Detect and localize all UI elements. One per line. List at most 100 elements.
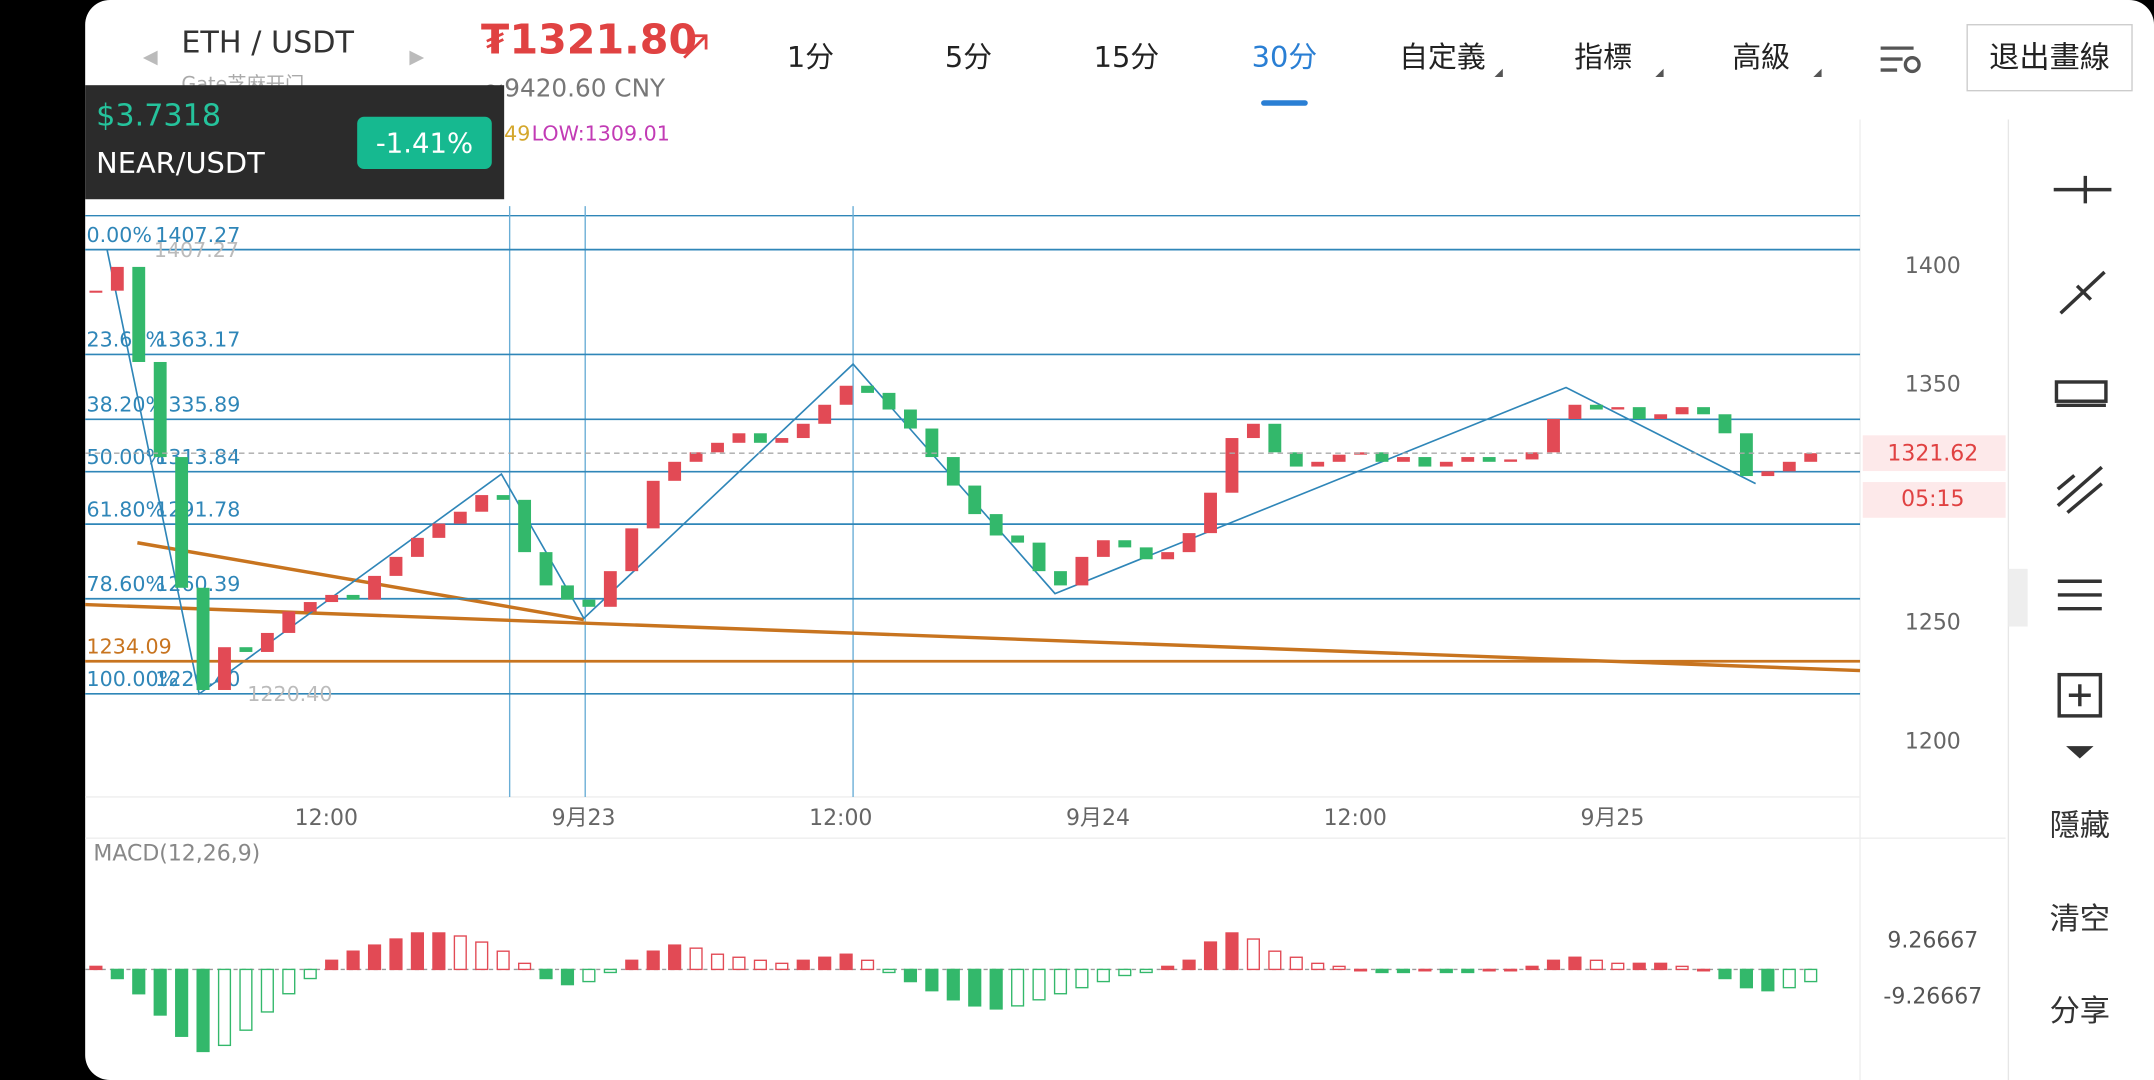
candle: [239, 647, 253, 652]
macd-bar: [1353, 968, 1368, 972]
macd-bar: [1246, 938, 1260, 971]
macd-bar: [217, 968, 232, 1047]
macd-bar: [1182, 959, 1196, 971]
prev-arrow[interactable]: ◀: [143, 45, 158, 68]
macd-bar: [710, 953, 725, 971]
x-tick-label: 9月25: [1580, 806, 1644, 831]
macd-bar: [1332, 965, 1346, 971]
macd-bar: [1053, 968, 1068, 995]
macd-bar: [518, 962, 532, 971]
exit-button-box[interactable]: [1966, 24, 2133, 92]
candle: [646, 480, 660, 529]
candle: [946, 457, 960, 486]
boll-tail: 49: [504, 122, 530, 146]
sidebar-item[interactable]: 隱藏: [2050, 809, 2110, 844]
app-bg: [85, 0, 2154, 1080]
candle: [432, 523, 446, 538]
collapse-tab[interactable]: [2008, 568, 2028, 627]
macd-bar: [796, 959, 810, 971]
tab[interactable]: 自定義: [1399, 40, 1486, 74]
macd-bar: [689, 947, 703, 971]
fib-price: 1313.84: [155, 445, 240, 469]
cny: ≈9420.60 CNY: [484, 73, 667, 102]
candle: [175, 457, 189, 588]
candle: [625, 528, 639, 572]
candle: [1675, 407, 1689, 415]
macd-bar: [1268, 950, 1282, 971]
candle: [110, 266, 124, 291]
macd-bar: [860, 959, 875, 971]
macd-bar: [1482, 968, 1496, 972]
next-arrow[interactable]: ▶: [409, 45, 424, 68]
macd-bar: [1739, 968, 1753, 989]
pair[interactable]: ETH / USDT: [181, 25, 354, 60]
tab-caret: [1494, 68, 1503, 77]
candle: [368, 575, 381, 600]
macd-bar: [89, 965, 103, 971]
candle: [753, 433, 767, 443]
exit-button[interactable]: 退出畫線: [1989, 41, 2110, 76]
tab[interactable]: 15分: [1094, 40, 1160, 74]
candle: [1525, 452, 1539, 460]
macd-bar: [1461, 968, 1475, 974]
candle: [1589, 404, 1603, 410]
macd-bar: [132, 968, 146, 995]
candle: [561, 585, 574, 600]
candle: [475, 495, 489, 512]
macd-bar: [1418, 968, 1432, 972]
macd-bar: [175, 968, 189, 1037]
tab-caret: [1655, 68, 1664, 77]
macd-bar: [1118, 968, 1132, 977]
candle: [1011, 535, 1025, 543]
sidebar-item[interactable]: 分享: [2050, 994, 2110, 1029]
macd-bar: [646, 950, 660, 971]
overlay-pill: [357, 116, 492, 170]
tab[interactable]: 指標: [1574, 40, 1632, 74]
tab[interactable]: 5分: [945, 40, 992, 74]
macd-bar: [1203, 941, 1218, 971]
candle: [89, 290, 103, 293]
macd-bar: [110, 968, 124, 980]
macd-bar: [1396, 968, 1411, 974]
fib-price: 1291.78: [155, 497, 240, 521]
overlay-pair: NEAR/USDT: [96, 146, 265, 180]
candle: [196, 587, 210, 690]
candle: [925, 428, 939, 458]
tab[interactable]: 1分: [787, 40, 834, 74]
more-arrow[interactable]: [2066, 746, 2094, 759]
fib-level: 23.60%: [87, 328, 166, 352]
macd-bar: [625, 959, 639, 971]
fib-ghost: 1220.40: [247, 682, 332, 706]
candle: [689, 452, 703, 462]
candle: [861, 385, 874, 393]
macd-bar: [153, 968, 167, 1016]
candle: [582, 599, 596, 607]
sidebar-item[interactable]: 清空: [2050, 902, 2110, 937]
candle: [453, 511, 467, 524]
candle: [1547, 419, 1560, 453]
x-tick-label: 12:00: [809, 806, 872, 831]
candle: [1332, 454, 1346, 462]
candle: [818, 404, 832, 424]
tool-icons[interactable]: [2053, 175, 2112, 718]
settings-icon[interactable]: [1880, 46, 1921, 74]
tab[interactable]: 高級: [1732, 40, 1790, 74]
candle: [218, 647, 231, 690]
macd-bar: [1011, 968, 1025, 1007]
candle: [1568, 404, 1582, 420]
candle: [1611, 407, 1625, 410]
candle: [1461, 457, 1475, 462]
candle: [1739, 433, 1753, 477]
candle: [1139, 547, 1153, 560]
y-tick-label: 1350: [1905, 373, 1961, 398]
macd-bar: [496, 950, 510, 971]
candle: [1482, 457, 1496, 462]
candle: [1096, 540, 1110, 557]
fib-level: 50.00%: [87, 445, 166, 469]
boll-low: LOW:1309.01: [532, 122, 670, 146]
candle: [1439, 461, 1453, 467]
macd-bar: [346, 950, 360, 971]
macd-bar: [303, 968, 317, 980]
tab[interactable]: 30分: [1252, 40, 1318, 74]
